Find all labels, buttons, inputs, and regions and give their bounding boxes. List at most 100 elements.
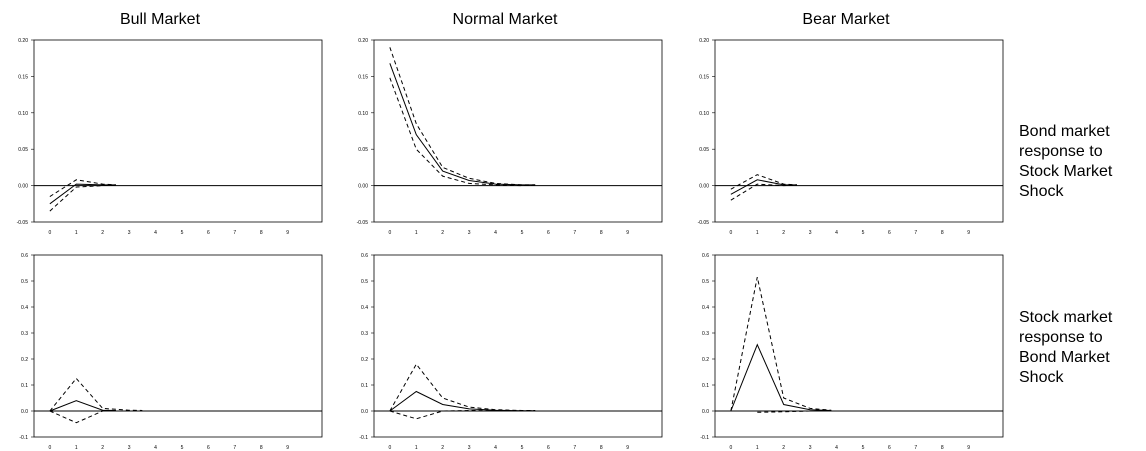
y-tick-label: -0.05	[698, 220, 710, 226]
x-tick-label: 9	[967, 230, 970, 236]
x-tick-label: 7	[233, 230, 236, 236]
confidence-band-line	[49, 377, 143, 412]
y-tick-label: 0.2	[361, 357, 368, 363]
y-tick-label: -0.1	[359, 435, 368, 441]
y-tick-label: -0.1	[700, 435, 709, 441]
x-tick-label: 7	[233, 445, 236, 451]
x-tick-label: 2	[441, 445, 444, 451]
impulse-response-line	[389, 390, 536, 412]
x-tick-label: 9	[286, 230, 289, 236]
impulse-response-line	[389, 63, 536, 186]
y-tick-label: 0.15	[18, 74, 28, 80]
confidence-band-line	[49, 184, 116, 212]
x-tick-label: 1	[415, 230, 418, 236]
confidence-band-line	[49, 179, 116, 197]
x-tick-label: 5	[181, 230, 184, 236]
confidence-band-line	[389, 363, 536, 412]
row-label-stock-response: Stock market response to Bond Market Sho…	[1019, 309, 1113, 386]
x-tick-label: 5	[181, 445, 184, 451]
y-tick-label: 0.15	[358, 74, 368, 80]
column-title-bull: Bull Market	[120, 11, 201, 28]
column-title-normal: Normal Market	[453, 11, 558, 28]
y-tick-label: 0.2	[21, 357, 28, 363]
impulse-response-line	[730, 179, 797, 195]
x-tick-label: 2	[782, 445, 785, 451]
y-tick-label: 0.20	[18, 38, 28, 44]
x-tick-label: 1	[756, 445, 759, 451]
y-tick-label: 0.10	[18, 111, 28, 117]
x-tick-label: 5	[521, 445, 524, 451]
x-tick-label: 4	[835, 445, 838, 451]
y-tick-label: 0.20	[699, 38, 709, 44]
x-tick-label: 4	[154, 230, 157, 236]
x-tick-label: 8	[260, 230, 263, 236]
x-tick-label: 5	[862, 230, 865, 236]
x-tick-label: 8	[941, 230, 944, 236]
x-tick-label: 6	[207, 230, 210, 236]
x-tick-label: 0	[729, 445, 732, 451]
x-tick-label: 0	[729, 230, 732, 236]
y-tick-label: 0.20	[358, 38, 368, 44]
x-tick-label: 1	[75, 230, 78, 236]
plot-frame	[33, 39, 323, 223]
x-tick-label: 5	[862, 445, 865, 451]
y-tick-label: 0.00	[358, 184, 368, 190]
chart-panel-4: -0.1 0.0 0.1 0.2 0.3 0.4 0.5 0.6 0 1 2 3 4 5 6 7 8 9	[359, 253, 663, 451]
plot-frame	[373, 39, 663, 223]
y-tick-label: 0.00	[18, 184, 28, 190]
x-tick-label: 3	[128, 230, 131, 236]
confidence-band-line	[389, 409, 536, 420]
x-tick-label: 5	[521, 230, 524, 236]
confidence-band-line	[389, 77, 536, 187]
y-tick-label: -0.05	[357, 220, 369, 226]
x-tick-label: 4	[494, 230, 497, 236]
y-tick-label: 0.2	[702, 357, 709, 363]
impulse-response-line	[730, 343, 832, 412]
x-tick-label: 8	[941, 445, 944, 451]
plot-frame	[33, 254, 323, 438]
x-tick-label: 8	[600, 230, 603, 236]
x-tick-label: 9	[626, 445, 629, 451]
x-tick-label: 2	[101, 230, 104, 236]
confidence-band-line	[49, 410, 116, 424]
x-tick-label: 7	[573, 230, 576, 236]
plot-frame	[714, 39, 1004, 223]
y-tick-label: 0.6	[702, 253, 709, 259]
x-tick-label: 3	[809, 230, 812, 236]
x-tick-label: 2	[101, 445, 104, 451]
x-tick-label: 3	[809, 445, 812, 451]
y-tick-label: 0.05	[18, 147, 28, 153]
x-tick-label: 3	[128, 445, 131, 451]
x-tick-label: 7	[573, 445, 576, 451]
x-tick-label: 9	[967, 445, 970, 451]
x-tick-label: 1	[756, 230, 759, 236]
plot-frame	[373, 254, 663, 438]
confidence-band-line	[730, 183, 797, 201]
x-tick-label: 0	[388, 230, 391, 236]
x-tick-label: 3	[468, 445, 471, 451]
y-tick-label: 0.10	[358, 111, 368, 117]
chart-panel-1: -0.05 0.00 0.05 0.10 0.15 0.20 0 1 2 3 4 5 6 7 8 9	[357, 38, 663, 236]
y-tick-label: 0.6	[361, 253, 368, 259]
y-tick-label: -0.1	[19, 435, 28, 441]
y-tick-label: 0.05	[699, 147, 709, 153]
y-tick-label: 0.00	[699, 184, 709, 190]
impulse-response-line	[49, 400, 116, 412]
x-tick-label: 6	[207, 445, 210, 451]
y-tick-label: 0.6	[21, 253, 28, 259]
x-tick-label: 6	[547, 445, 550, 451]
x-tick-label: 4	[835, 230, 838, 236]
confidence-band-line	[730, 174, 797, 190]
x-tick-label: 6	[888, 230, 891, 236]
row-label-bond-response: Bond market response to Stock Market Sho…	[1019, 123, 1113, 200]
y-tick-label: 0.1	[361, 383, 368, 389]
x-tick-label: 2	[782, 230, 785, 236]
y-tick-label: 0.10	[699, 111, 709, 117]
x-tick-label: 8	[260, 445, 263, 451]
panels-group: -0.050.000.050.100.150.200 1 2 3 4 5 6 7 8 9-0.05…	[17, 38, 1004, 451]
y-tick-label: 0.5	[21, 279, 28, 285]
y-tick-label: 0.3	[702, 331, 709, 337]
x-tick-label: 3	[468, 230, 471, 236]
x-tick-label: 9	[626, 230, 629, 236]
column-title-bear: Bear Market	[802, 11, 890, 28]
